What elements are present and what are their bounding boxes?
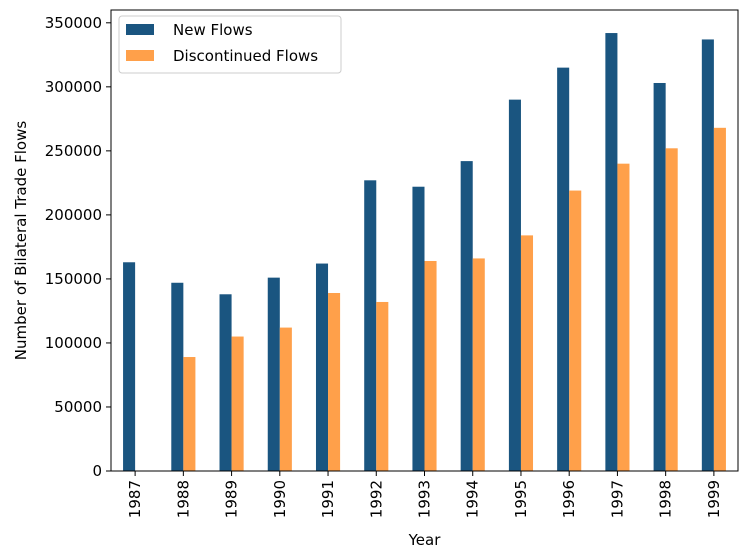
- x-tick-label-1991: 1991: [319, 480, 337, 518]
- x-tick-label-1993: 1993: [416, 480, 434, 518]
- bar-discontinued-flows-1994: [472, 258, 485, 471]
- x-axis: 1987 1988 1989 1990 1991 1992 1993 1994 1995 1996…: [126, 471, 723, 518]
- bar-discontinued-flows-1998: [665, 148, 678, 472]
- bar-new-flows-1998: [653, 82, 666, 472]
- legend-box: [118, 15, 342, 74]
- bar-new-flows-1994: [460, 161, 473, 472]
- legend[interactable]: New Flows Discontinued Flows: [118, 15, 342, 74]
- bar-discontinued-flows-1990: [279, 327, 292, 471]
- bar-new-flows-1988: [171, 282, 184, 471]
- x-tick-label-1994: 1994: [464, 480, 482, 518]
- y-tick-label-50000: 50000: [54, 398, 102, 416]
- y-tick-label-350000: 350000: [45, 14, 102, 32]
- bar-discontinued-flows-1993: [424, 260, 437, 471]
- bar-discontinued-flows-1988: [183, 357, 196, 471]
- bar-discontinued-flows-1989: [231, 336, 244, 471]
- bar-new-flows-1992: [364, 180, 377, 471]
- bar-new-flows-1990: [267, 277, 280, 471]
- x-tick-label-1995: 1995: [512, 480, 530, 518]
- y-tick-label-150000: 150000: [45, 270, 102, 288]
- bar-discontinued-flows-1996: [569, 190, 582, 471]
- legend-label-new-flows: New Flows: [173, 21, 253, 39]
- bars-group: [123, 33, 726, 472]
- y-tick-label-0: 0: [92, 462, 102, 480]
- bar-new-flows-1989: [219, 294, 232, 471]
- x-axis-label: Year: [408, 531, 442, 549]
- bar-new-flows-1996: [557, 67, 570, 472]
- x-tick-label-1997: 1997: [608, 480, 626, 518]
- x-tick-label-1996: 1996: [560, 480, 578, 518]
- legend-label-discontinued-flows: Discontinued Flows: [173, 47, 318, 65]
- y-axis: 0 50000 100000 150000 200000 250000 300000 3500…: [45, 14, 111, 480]
- y-tick-label-250000: 250000: [45, 142, 102, 160]
- bar-new-flows-1995: [508, 99, 521, 471]
- bar-discontinued-flows-1995: [520, 235, 534, 471]
- x-tick-label-1989: 1989: [223, 480, 241, 518]
- x-tick-label-1987: 1987: [126, 480, 144, 518]
- x-tick-label-1998: 1998: [657, 480, 675, 518]
- x-tick-label-1988: 1988: [174, 480, 192, 518]
- bar-new-flows-1999: [701, 39, 714, 471]
- y-axis-label: Number of Bilateral Trade Flows: [12, 121, 30, 361]
- x-tick-label-1992: 1992: [367, 480, 385, 518]
- bar-new-flows-1987: [123, 262, 136, 471]
- bar-discontinued-flows-1997: [617, 163, 630, 472]
- y-tick-label-300000: 300000: [45, 78, 102, 96]
- bar-new-flows-1991: [315, 263, 329, 471]
- bar-discontinued-flows-1999: [713, 127, 726, 471]
- bar-discontinued-flows-1992: [376, 301, 389, 471]
- bar-discontinued-flows-1991: [328, 293, 341, 471]
- x-tick-label-1999: 1999: [705, 480, 723, 518]
- bar-new-flows-1993: [412, 186, 425, 471]
- x-tick-label-1990: 1990: [271, 480, 289, 518]
- y-tick-label-100000: 100000: [45, 334, 102, 352]
- y-tick-label-200000: 200000: [45, 206, 102, 224]
- legend-swatch-discontinued-flows: [126, 50, 154, 61]
- legend-swatch-new-flows: [126, 24, 154, 35]
- bar-new-flows-1997: [605, 33, 618, 472]
